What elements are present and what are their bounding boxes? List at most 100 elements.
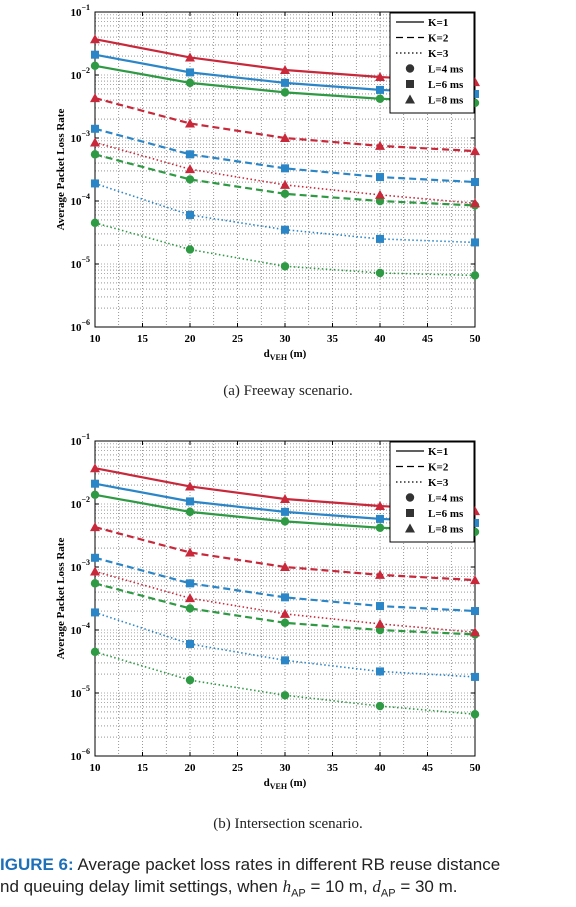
series-line (94, 582, 476, 636)
x-tick-label: 30 (280, 762, 292, 774)
x-tick-label: 10 (90, 762, 102, 774)
data-point (186, 639, 194, 648)
data-point (185, 481, 195, 491)
data-point (185, 507, 195, 517)
series-line (94, 526, 476, 582)
legend-entry: L=4 ms (428, 64, 464, 76)
data-point (185, 604, 195, 613)
data-point (375, 523, 385, 532)
x-tick-label: 25 (232, 333, 244, 345)
data-point (91, 179, 99, 188)
data-point (185, 245, 195, 254)
series-k3-l4 (90, 647, 480, 719)
data-point (375, 196, 385, 206)
figure-canvas: 10 15 20 25 30 35 40 45 50 10−6 10−5 10−4 10−3 10−2 10… (55, 3, 481, 832)
data-point (90, 522, 100, 532)
legend-marker (405, 64, 415, 73)
series-k2-l4 (90, 150, 480, 210)
series-k3-l4 (90, 218, 480, 280)
caption-d-subscript: AP (380, 887, 396, 900)
legend-entry: K=2 (428, 33, 449, 45)
chart-1: 10 15 20 25 30 35 40 45 50 10−6 10−5 10−4 10−3 10−2 10… (55, 3, 481, 399)
legend-marker (406, 509, 414, 517)
x-tick-label: 15 (137, 333, 149, 345)
series-k2-l6 (91, 553, 479, 616)
legend-entry: K=2 (428, 462, 449, 474)
data-point (186, 497, 194, 506)
y-axis-label: Average Packet Loss Rate (55, 538, 67, 660)
caption-line-2: nd queuing delay limit settings, when hA… (0, 876, 576, 904)
data-point (375, 569, 385, 579)
caption-line-1: IGURE 6: Average packet loss rates in di… (0, 854, 576, 876)
x-tick-label: 40 (375, 762, 387, 774)
x-tick-label: 30 (280, 333, 292, 345)
series-k3-l6 (91, 179, 479, 247)
data-point (280, 691, 290, 700)
data-point (185, 78, 195, 88)
data-point (90, 61, 100, 70)
legend-entry: L=4 ms (428, 493, 464, 505)
data-point (185, 547, 195, 557)
data-point (470, 146, 480, 156)
caption-figure-label: IGURE 6: (0, 855, 74, 874)
legend-entry: L=8 ms (428, 524, 464, 536)
x-tick-label: 25 (232, 762, 244, 774)
data-point (280, 262, 290, 271)
chart-subtitle: (b) Intersection scenario. (213, 816, 363, 832)
y-tick-label: 10−2 (70, 66, 90, 82)
y-axis-label: Average Packet Loss Rate (55, 109, 67, 231)
legend-box (389, 441, 475, 543)
data-point (471, 518, 479, 527)
data-point (375, 94, 385, 103)
legend: K=1 K=2 K=3 L=4 ms L=6 ms L=8 ms (389, 12, 475, 114)
data-point (470, 627, 480, 637)
data-point (281, 78, 289, 87)
data-point (375, 140, 385, 150)
data-point (91, 124, 99, 133)
y-tick-label: 10−3 (70, 558, 90, 574)
legend: K=1 K=2 K=3 L=4 ms L=6 ms L=8 ms (389, 441, 475, 543)
data-point (471, 672, 479, 681)
data-point (375, 71, 385, 81)
data-point (471, 89, 479, 98)
legend-entry: K=3 (428, 477, 449, 489)
data-point (375, 618, 385, 628)
x-tick-label: 45 (422, 762, 434, 774)
data-point (90, 579, 100, 588)
data-point (470, 575, 480, 585)
y-tick-label: 10−5 (70, 684, 90, 700)
data-point (375, 500, 385, 510)
legend-box (389, 12, 475, 114)
x-tick-label: 50 (470, 762, 482, 774)
x-axis-label: dVEH (m) (264, 348, 307, 362)
y-tick-label: 10−6 (70, 747, 90, 763)
y-tick-label: 10−4 (70, 621, 90, 637)
chart-subtitle: (a) Freeway scenario. (223, 383, 353, 399)
series-line (94, 556, 476, 613)
y-tick-label: 10−2 (70, 495, 90, 511)
data-point (376, 234, 384, 243)
y-tick-label: 10−6 (70, 318, 90, 334)
data-point (91, 50, 99, 59)
series-k3-l8 (90, 137, 480, 208)
data-point (91, 479, 99, 488)
data-point (280, 65, 290, 75)
data-point (280, 189, 290, 199)
x-tick-label: 45 (422, 333, 434, 345)
y-tick-label: 10−5 (70, 255, 90, 271)
data-point (280, 618, 290, 628)
data-point (281, 164, 289, 173)
data-point (90, 137, 100, 147)
data-point (90, 566, 100, 576)
data-point (280, 88, 290, 97)
chart-2: 10 15 20 25 30 35 40 45 50 10−6 10−5 10−4 10−3 10−2 10… (55, 432, 481, 832)
caption-text-1: Average packet loss rates in different R… (77, 855, 501, 874)
data-point (185, 175, 195, 184)
data-point (185, 593, 195, 603)
series-k3-l6 (91, 608, 479, 681)
caption-h-value: = 10 m, (310, 877, 368, 896)
x-tick-label: 20 (185, 333, 197, 345)
series-k2-l4 (90, 579, 480, 639)
x-tick-label: 20 (185, 762, 197, 774)
caption-d-symbol: d (372, 877, 381, 896)
